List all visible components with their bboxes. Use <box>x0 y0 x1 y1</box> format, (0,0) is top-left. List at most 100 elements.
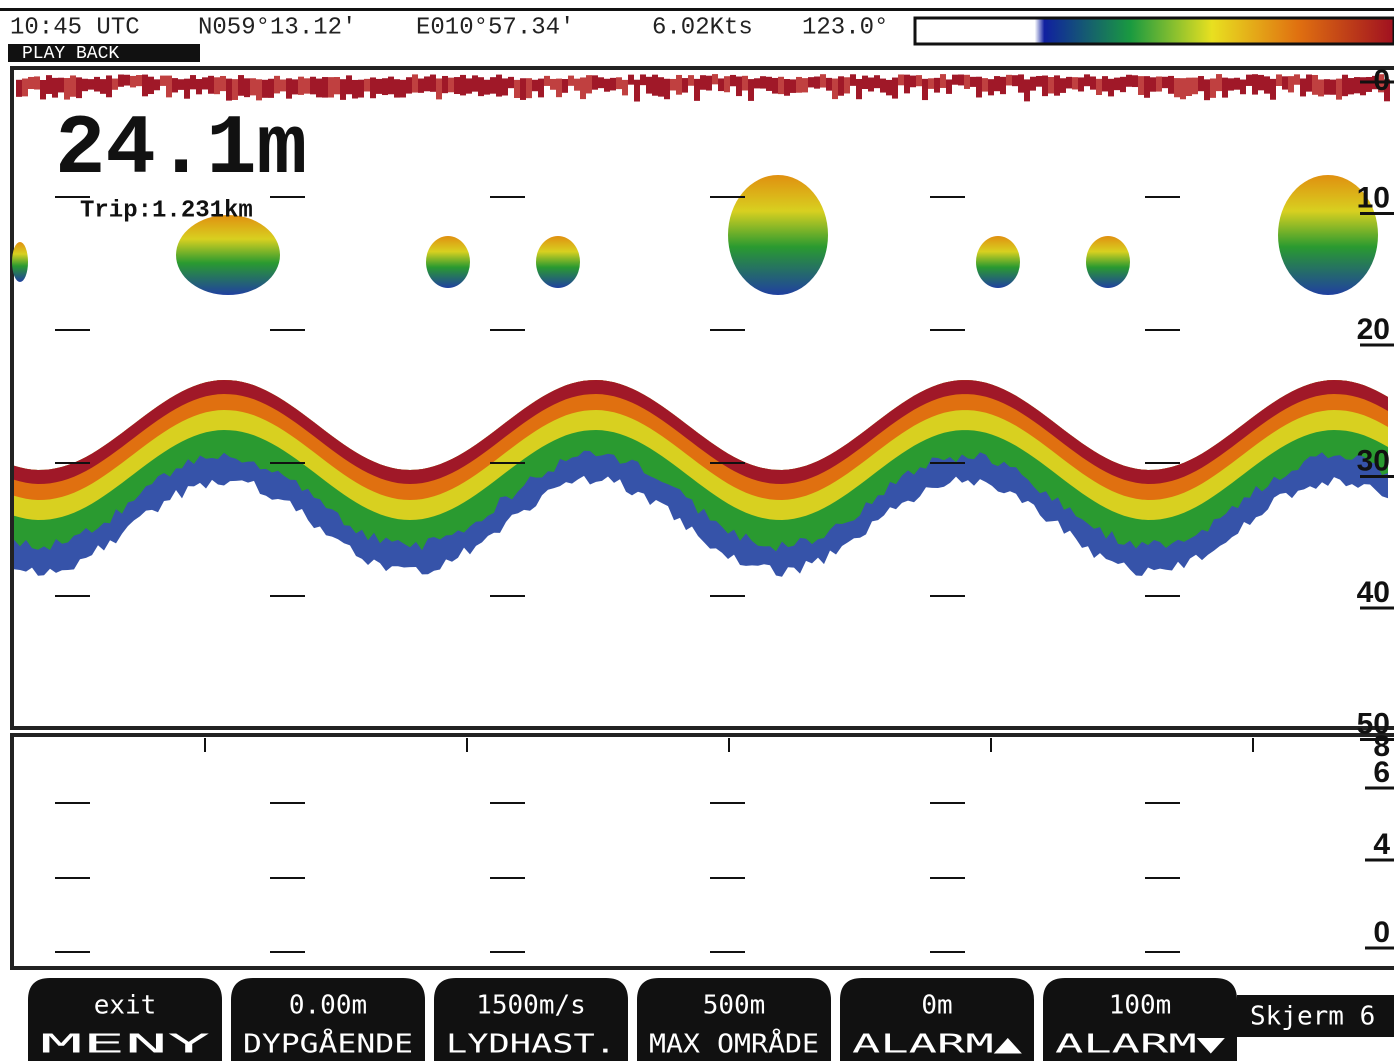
surface-echo <box>1150 77 1156 91</box>
surface-echo <box>958 74 964 85</box>
surface-echo <box>586 75 592 93</box>
surface-echo <box>982 78 988 91</box>
surface-echo <box>598 77 604 88</box>
surface-echo <box>616 77 622 89</box>
surface-echo <box>166 76 172 98</box>
surface-echo <box>412 74 418 92</box>
status-heading: 123.0° <box>802 14 888 41</box>
surface-echo <box>76 77 82 98</box>
surface-echo <box>70 75 76 96</box>
softkey-label: LYDHAST. <box>446 1030 616 1060</box>
depth-scale-label: 0 <box>1373 64 1390 97</box>
surface-echo <box>1078 77 1084 91</box>
surface-echo <box>862 76 868 89</box>
surface-echo <box>904 75 910 94</box>
surface-echo <box>604 79 610 92</box>
trip-readout: Trip:1.231km <box>80 197 253 224</box>
surface-echo <box>1144 76 1150 98</box>
surface-echo <box>1102 76 1108 91</box>
surface-echo <box>1348 78 1354 94</box>
lower-scale-label: 0 <box>1373 916 1390 949</box>
surface-echo <box>712 74 718 84</box>
surface-echo <box>688 75 694 86</box>
surface-echo <box>610 78 616 91</box>
softkey-label: ALARM▲ <box>852 1030 1023 1060</box>
softkey-value: 0.00m <box>289 991 367 1021</box>
fish-school <box>976 236 1020 288</box>
surface-echo <box>40 80 46 99</box>
surface-echo <box>364 79 370 92</box>
surface-echo <box>490 77 496 94</box>
surface-echo <box>478 77 484 96</box>
surface-echo <box>142 75 148 97</box>
surface-echo <box>874 75 880 88</box>
surface-echo <box>886 80 892 95</box>
surface-echo <box>1114 78 1120 91</box>
surface-echo <box>340 79 346 100</box>
top-rule <box>0 8 1394 11</box>
depth-scale-label: 20 <box>1357 313 1390 346</box>
surface-echo <box>268 79 274 98</box>
surface-echo <box>910 76 916 88</box>
surface-echo <box>844 77 850 93</box>
surface-echo <box>1012 75 1018 86</box>
surface-echo <box>574 79 580 91</box>
surface-echo <box>1138 76 1144 95</box>
surface-echo <box>916 75 922 86</box>
surface-echo <box>1042 76 1048 97</box>
surface-echo <box>1294 74 1300 84</box>
surface-echo <box>136 75 142 86</box>
softkey-value: 100m <box>1109 991 1172 1021</box>
surface-echo <box>1258 75 1264 90</box>
surface-echo <box>1096 79 1102 95</box>
surface-echo <box>940 74 946 88</box>
surface-echo <box>202 77 208 89</box>
surface-echo <box>502 78 508 95</box>
surface-echo <box>682 78 688 93</box>
surface-echo <box>520 78 526 100</box>
surface-echo <box>952 75 958 85</box>
surface-echo <box>430 75 436 92</box>
surface-echo <box>1024 79 1030 101</box>
surface-echo <box>1282 76 1288 89</box>
surface-echo <box>1006 75 1012 86</box>
softkey-label: ALARM▼ <box>1055 1030 1226 1060</box>
surface-echo <box>292 79 298 94</box>
surface-echo <box>748 79 754 101</box>
surface-echo <box>454 77 460 94</box>
surface-echo <box>778 77 784 94</box>
surface-echo <box>646 77 652 94</box>
surface-echo <box>1126 75 1132 87</box>
depth-readout: 24.1m <box>55 103 307 198</box>
surface-echo <box>184 79 190 99</box>
surface-echo <box>154 79 160 90</box>
fish-school <box>176 215 280 295</box>
surface-echo <box>622 80 628 96</box>
surface-echo <box>556 79 562 98</box>
softkey-label: MENY <box>40 1030 211 1060</box>
surface-echo <box>562 79 568 93</box>
surface-echo <box>1066 77 1072 89</box>
status-latitude: N059°13.12' <box>198 14 356 41</box>
surface-echo <box>544 76 550 86</box>
surface-echo <box>946 79 952 93</box>
surface-echo <box>274 76 280 94</box>
surface-echo <box>1366 77 1372 92</box>
fish-school <box>536 236 580 288</box>
surface-echo <box>718 78 724 91</box>
surface-echo <box>1198 76 1204 91</box>
surface-echo <box>1108 79 1114 97</box>
surface-echo <box>976 77 982 98</box>
surface-echo <box>160 76 166 86</box>
surface-echo <box>64 78 70 100</box>
surface-echo <box>838 76 844 95</box>
surface-echo <box>760 76 766 88</box>
surface-echo <box>736 77 742 97</box>
surface-echo <box>1156 76 1162 91</box>
surface-echo <box>1336 79 1342 100</box>
surface-echo <box>352 80 358 99</box>
surface-echo <box>58 78 64 93</box>
surface-echo <box>286 78 292 98</box>
surface-echo <box>964 75 970 89</box>
